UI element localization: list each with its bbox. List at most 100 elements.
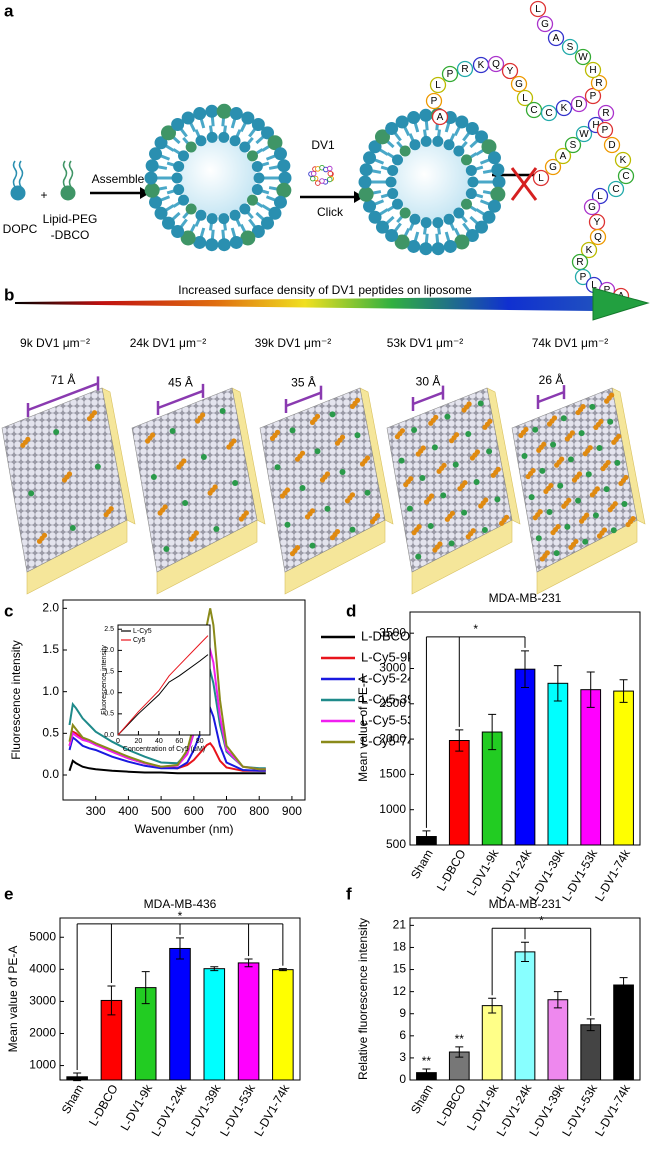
lipid-tail: [179, 218, 188, 229]
peptide-anchor: [28, 490, 35, 497]
peptide: [25, 436, 31, 442]
lipid-head: [465, 164, 477, 176]
peptide-anchor: [535, 535, 542, 542]
peptide: [374, 513, 381, 519]
peptide: [420, 445, 426, 451]
lipid-head: [363, 199, 377, 213]
error-bar: [521, 941, 529, 962]
arrow-head: [354, 191, 364, 203]
x-tick-label: 60: [175, 738, 183, 745]
residue-letter: H: [589, 65, 596, 76]
dv1-residue: [310, 175, 316, 182]
lipid-tail: [230, 117, 237, 129]
bar: [203, 968, 226, 1081]
bar: [514, 668, 536, 846]
lipid-head: [409, 213, 421, 225]
peptide-anchor: [610, 527, 617, 534]
error-bar: [176, 937, 184, 960]
peptide-anchor: [69, 525, 76, 531]
lipid-label: Lipid-PEG: [43, 212, 98, 226]
lipid-head: [205, 238, 219, 252]
lipid-tail: [261, 204, 272, 212]
lipid-tail: [479, 158, 491, 165]
error-bar: [455, 1046, 464, 1058]
lipid-head: [358, 186, 374, 202]
lipid-head: [171, 224, 185, 238]
peptide-anchor: [607, 418, 614, 425]
y-tick-label: 15: [393, 962, 407, 976]
lipid-head: [154, 206, 168, 220]
lipid-head: [385, 228, 399, 242]
peptide-anchor: [444, 413, 451, 420]
peptide-anchor: [406, 505, 413, 512]
error-bar: [210, 966, 219, 972]
residue-letter: G: [588, 202, 596, 213]
peptide-anchor: [329, 411, 336, 418]
significance: **: [422, 1054, 432, 1068]
lipid-tail: [378, 148, 389, 156]
residue: [529, 0, 547, 18]
panel-label: a: [4, 1, 14, 20]
peptide: [41, 532, 48, 538]
y-tick-label: 18: [393, 940, 407, 954]
peptide: [548, 482, 554, 489]
lipid-tail: [199, 117, 206, 129]
lipid-head: [431, 242, 445, 256]
residue-letter: C: [612, 184, 619, 195]
lipid-tail: [482, 169, 494, 174]
dv1-residue: [310, 170, 317, 177]
spacing-arrow: [412, 391, 444, 406]
residue: [584, 61, 602, 79]
lipid-head: [475, 130, 489, 144]
lipid-tail: [385, 215, 395, 225]
residue-letter: C: [530, 105, 537, 116]
residue-letter: D: [575, 99, 582, 110]
x-tick-label: 40: [155, 738, 163, 745]
lipid-head: [206, 131, 218, 143]
residue: [575, 125, 593, 143]
lipid-tail: [62, 160, 68, 188]
residue: [544, 158, 562, 176]
lipid-head: [385, 176, 397, 188]
peptide: [309, 508, 316, 514]
peptide-anchor: [592, 512, 599, 519]
liposome-core: [180, 140, 256, 216]
lipid-head: [193, 235, 207, 249]
lipid-head: [368, 140, 382, 154]
residue-letter: P: [602, 125, 609, 136]
dv1-residue: [315, 180, 321, 186]
lipid-head: [144, 171, 158, 185]
y-tick-label: 1.0: [42, 684, 59, 698]
residue: [614, 151, 632, 169]
peptide-anchor: [465, 431, 472, 437]
residue: [554, 147, 572, 165]
residue-letter: W: [578, 52, 588, 63]
residue: [597, 104, 615, 122]
peptide-anchor: [473, 479, 480, 485]
x-tick-label: 80: [196, 738, 204, 745]
peptide: [150, 432, 156, 438]
error-bar: [619, 679, 628, 703]
bar: [169, 947, 191, 1081]
peptide: [551, 415, 558, 421]
lipid-tail: [164, 144, 175, 152]
x-tick-label: 600: [184, 804, 204, 818]
spacing-label: 35 Å: [291, 375, 316, 390]
lipid-head: [239, 203, 251, 215]
lipid-head: [374, 129, 390, 145]
lipid-tail: [469, 139, 479, 149]
lipid-head: [394, 234, 410, 250]
lipid-head: [465, 188, 477, 200]
lipid-head: [487, 151, 501, 165]
peptide: [609, 392, 615, 398]
error-bar: [488, 713, 497, 751]
residue: [425, 92, 443, 110]
panel-label: b: [4, 285, 14, 304]
bar: [613, 984, 634, 1081]
error-bar: [553, 991, 562, 1009]
lipid-head: [181, 111, 195, 125]
peptide: [566, 497, 572, 503]
lipid-head: [443, 213, 455, 225]
residue-letter: A: [560, 151, 567, 162]
lipid-head: [268, 206, 282, 220]
